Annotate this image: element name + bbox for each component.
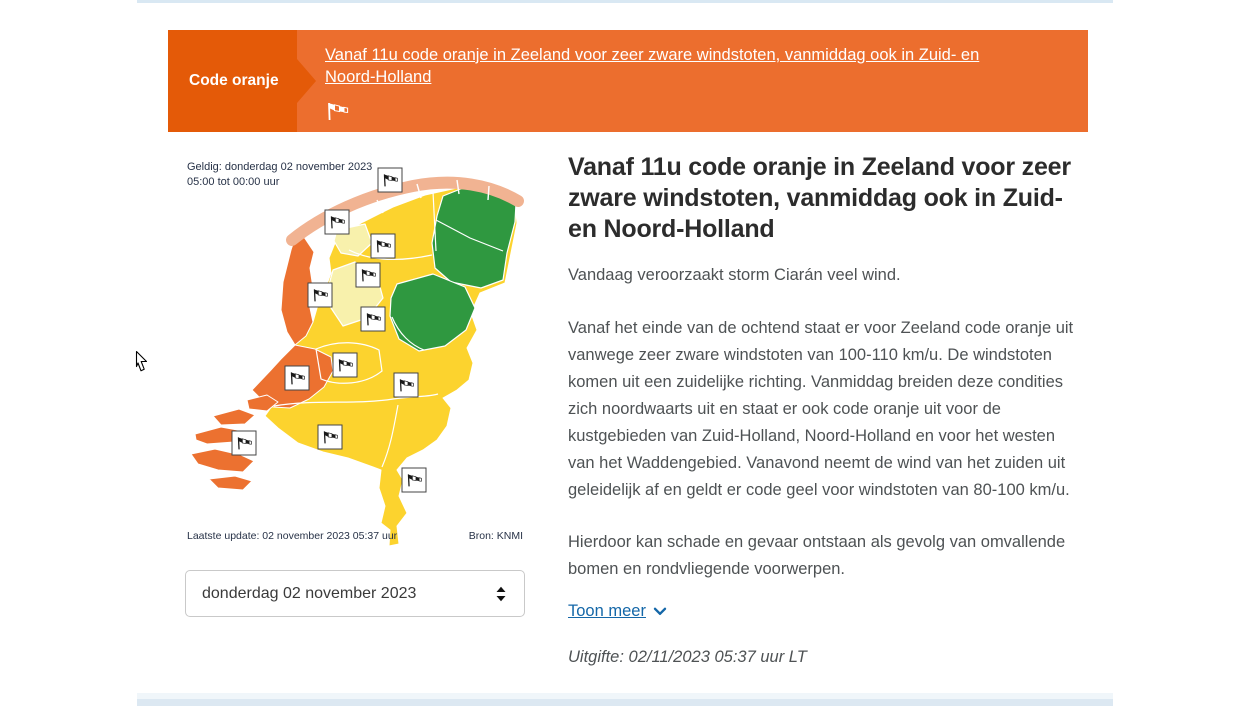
- windsock-icon: [231, 430, 257, 456]
- show-more-label: Toon meer: [568, 602, 646, 620]
- windsock-icon: [370, 233, 396, 259]
- bottom-accent-strip: [137, 699, 1113, 706]
- map-region-green-overijssel: [389, 273, 476, 352]
- map-region-salmon-wadden: [286, 176, 524, 246]
- map-validity: Geldig: donderdag 02 november 2023 05:00…: [187, 160, 372, 189]
- article-intro: Vandaag veroorzaakt storm Ciarán veel wi…: [568, 266, 901, 284]
- article-body-2: Hierdoor kan schade en gevaar ontstaan a…: [568, 533, 1066, 578]
- mouse-cursor: [135, 350, 148, 372]
- windsock-icon: [355, 262, 381, 288]
- windsock-icon: [360, 306, 386, 332]
- windsock-icon: [284, 365, 310, 391]
- article-title: Vanaf 11u code oranje in Zeeland voor ze…: [568, 153, 1071, 243]
- windsock-icon: [328, 102, 349, 121]
- top-accent-strip: [137, 0, 1113, 3]
- windsock-markers: [231, 167, 427, 493]
- windsock-icon: [393, 372, 419, 398]
- warning-banner-content: Vanaf 11u code oranje in Zeeland voor ze…: [297, 30, 1088, 132]
- date-selector-value: donderdag 02 november 2023: [202, 584, 417, 602]
- map-source: Bron: KNMI: [468, 530, 523, 542]
- windsock-icon: [377, 167, 403, 193]
- bottom-strip-light: [137, 693, 1113, 699]
- windsock-icon: [332, 352, 358, 378]
- chevron-down-icon: [653, 607, 667, 615]
- date-selector[interactable]: donderdag 02 november 2023: [185, 570, 525, 617]
- windsock-icon: [317, 424, 343, 450]
- show-more-link[interactable]: Toon meer: [568, 602, 667, 621]
- chevron-updown-icon: [496, 586, 506, 601]
- issue-timestamp: Uitgifte: 02/11/2023 05:37 uur LT: [568, 648, 807, 666]
- map-validity-line2: 05:00 tot 00:00 uur: [187, 175, 280, 188]
- warning-code-label: Code oranje: [168, 30, 297, 132]
- warning-banner-link[interactable]: Vanaf 11u code oranje in Zeeland voor ze…: [325, 46, 980, 86]
- warning-article: Vanaf 11u code oranje in Zeeland voor ze…: [568, 152, 1086, 671]
- windsock-icon: [307, 282, 333, 308]
- map-last-update: Laatste update: 02 november 2023 05:37 u…: [187, 530, 398, 542]
- article-body-1: Vanaf het einde van de ochtend staat er …: [568, 319, 1074, 499]
- netherlands-warning-map[interactable]: [185, 158, 525, 548]
- windsock-icon: [324, 209, 350, 235]
- map-validity-line1: Geldig: donderdag 02 november 2023: [187, 161, 373, 173]
- warning-banner: Code oranje Vanaf 11u code oranje in Zee…: [168, 30, 1088, 132]
- map-region-orange-noord-holland: [280, 227, 315, 346]
- windsock-icon: [401, 467, 427, 493]
- warning-map-panel: Geldig: donderdag 02 november 2023 05:00…: [185, 158, 525, 548]
- warning-code-text: Code oranje: [189, 72, 279, 89]
